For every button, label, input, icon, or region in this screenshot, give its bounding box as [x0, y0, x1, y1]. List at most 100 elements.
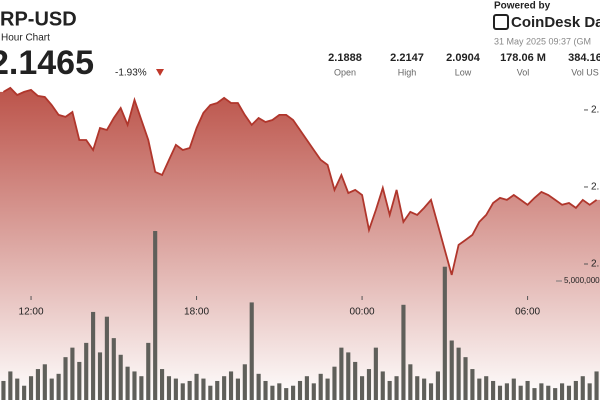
stat-value: 178.06 M — [500, 52, 546, 64]
volume-bar — [132, 371, 137, 400]
y2-tick-label: 5,000,000 — [564, 276, 600, 285]
volume-bar — [380, 371, 385, 400]
volume-bar — [408, 364, 413, 400]
volume-bar — [22, 385, 27, 400]
volume-bar — [373, 347, 378, 400]
volume-bar — [435, 371, 440, 400]
volume-bar — [470, 369, 475, 400]
x-tick-label: 06:00 — [515, 307, 540, 318]
price-area — [0, 87, 600, 400]
volume-bar — [366, 369, 372, 400]
volume-bar — [70, 347, 75, 400]
y-tick-label: 2. — [591, 259, 599, 270]
volume-bar — [104, 316, 109, 400]
volume-bar — [49, 378, 54, 400]
volume-bar — [187, 380, 192, 400]
volume-bar — [139, 376, 144, 400]
volume-bar — [456, 347, 461, 400]
volume-bar — [394, 376, 399, 400]
volume-bar — [263, 380, 268, 400]
volume-bar — [215, 380, 220, 400]
volume-bar — [125, 366, 130, 400]
volume-bar — [518, 385, 523, 400]
volume-bar — [56, 373, 61, 400]
volume-bar — [387, 380, 392, 400]
symbol: RP-USD — [0, 8, 77, 30]
plot — [0, 86, 600, 400]
volume-bar — [311, 383, 316, 400]
volume-bar — [15, 378, 20, 400]
volume-bar — [539, 383, 544, 400]
volume-bar — [84, 342, 89, 400]
stat-label: Vol — [517, 67, 530, 77]
volume-bar — [491, 380, 496, 400]
volume-bar — [160, 369, 165, 400]
volume-bar — [339, 347, 344, 400]
volume-bar — [208, 385, 213, 400]
volume-bar — [346, 352, 351, 400]
volume-bar — [63, 357, 68, 400]
volume-bar — [277, 383, 282, 400]
volume-bar — [353, 361, 358, 400]
stat-label: Open — [334, 67, 356, 77]
x-tick-label: 12:00 — [19, 307, 44, 318]
volume-bar — [422, 378, 427, 400]
down-arrow — [156, 69, 164, 76]
volume-bar — [532, 388, 537, 400]
volume-bar — [284, 388, 289, 400]
powered-by: Powered by — [494, 1, 551, 12]
x-tick-label: 18:00 — [184, 307, 209, 318]
volume-bar — [42, 364, 47, 400]
volume-bar — [118, 354, 123, 400]
volume-bar — [573, 380, 578, 400]
volume-bar — [360, 376, 365, 400]
volume-bar — [146, 342, 151, 400]
volume-bar — [111, 338, 116, 400]
volume-bar — [256, 373, 261, 400]
volume-bar — [401, 304, 406, 400]
volume-bar — [194, 373, 199, 400]
volume-bar — [449, 340, 454, 400]
logo: CoinDesk Dat — [511, 14, 600, 31]
volume-bar — [325, 378, 330, 400]
volume-bar — [235, 378, 240, 400]
y-tick-label: 2. — [591, 105, 599, 116]
volume-bar — [297, 380, 303, 400]
volume-bar — [77, 361, 82, 400]
stat-label: High — [398, 67, 417, 77]
volume-bar — [594, 371, 599, 400]
volume-bar — [428, 383, 434, 400]
volume-bar — [173, 378, 178, 400]
volume-bar — [463, 357, 468, 400]
volume-bar — [580, 376, 585, 400]
volume-bar — [546, 385, 551, 400]
volume-bar — [415, 376, 420, 400]
volume-bar — [270, 385, 275, 400]
stat-label: Low — [455, 67, 472, 77]
volume-bar — [291, 385, 296, 400]
price: 2.1465 — [0, 44, 94, 82]
logo-icon — [493, 14, 509, 30]
volume-bar — [8, 371, 13, 400]
volume-bar — [525, 380, 530, 400]
volume-bar — [242, 364, 247, 400]
stat-label: Vol US — [571, 67, 599, 77]
volume-bar — [587, 383, 592, 400]
volume-bar — [180, 383, 185, 400]
volume-bar — [201, 378, 206, 400]
volume-bar — [249, 302, 254, 400]
volume-bar — [228, 371, 234, 400]
stat-value: 2.2147 — [390, 52, 424, 64]
volume-bar — [553, 388, 558, 400]
stat-value: 2.0904 — [446, 52, 481, 64]
volume-bar — [97, 352, 103, 400]
volume-bar — [318, 373, 323, 400]
price-line — [2, 86, 598, 276]
volume-bar — [504, 383, 509, 400]
volume-bar — [332, 366, 337, 400]
volume-bar — [28, 376, 34, 400]
volume-bar — [566, 385, 572, 400]
y-tick-label: 2. — [591, 182, 599, 193]
